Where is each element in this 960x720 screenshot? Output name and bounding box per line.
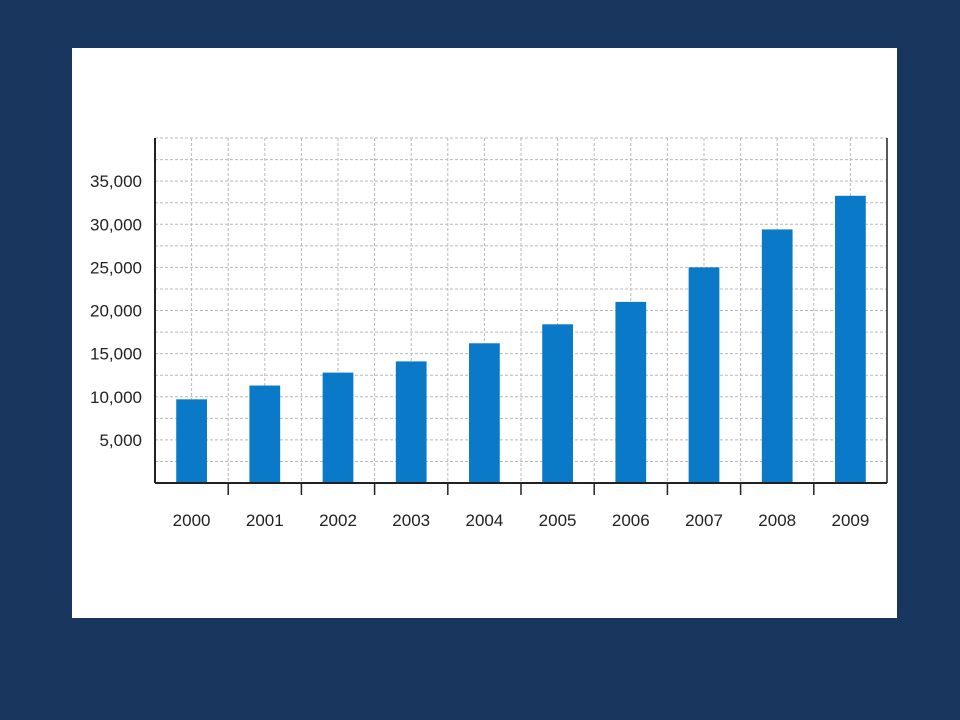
bar-2002 — [322, 372, 354, 483]
x-tick-label: 2009 — [831, 511, 869, 530]
bar-2004 — [469, 343, 500, 483]
bar-2000 — [176, 399, 207, 483]
x-tick-label: 2006 — [612, 511, 650, 530]
bar-chart: 5,000 10,000 15,000 20,000 25,000 30,000 35,00… — [90, 137, 888, 530]
x-tick-label: 2003 — [392, 511, 430, 530]
x-tick-label: 2002 — [319, 511, 357, 530]
x-axis-labels: 2000 2001 2002 2003 2004 2005 2006 2007 2008 2009 — [173, 511, 870, 530]
bar-2008 — [761, 229, 793, 483]
chart-bars — [176, 195, 866, 483]
x-tick-label: 2000 — [173, 511, 211, 530]
y-axis-labels: 5,000 10,000 15,000 20,000 25,000 30,000 35,00… — [90, 172, 142, 450]
x-tick-label: 2008 — [758, 511, 796, 530]
chart-axes — [154, 138, 888, 495]
y-tick-label: 30,000 — [90, 215, 142, 234]
bar-2009 — [835, 195, 866, 483]
x-tick-label: 2001 — [246, 511, 284, 530]
y-tick-label: 35,000 — [90, 172, 142, 191]
y-tick-label: 15,000 — [90, 345, 142, 364]
chart-card: 5,000 10,000 15,000 20,000 25,000 30,000 35,00… — [72, 48, 897, 618]
bar-2001 — [249, 385, 281, 483]
x-tick-label: 2005 — [539, 511, 577, 530]
bar-2003 — [395, 361, 427, 483]
y-tick-label: 20,000 — [90, 302, 142, 321]
bar-2007 — [688, 267, 720, 483]
y-tick-label: 10,000 — [90, 388, 142, 407]
y-tick-label: 25,000 — [90, 258, 142, 277]
bar-2005 — [542, 324, 573, 483]
x-tick-label: 2004 — [465, 511, 503, 530]
x-tick-label: 2007 — [685, 511, 723, 530]
bar-2006 — [615, 301, 647, 483]
y-tick-label: 5,000 — [99, 431, 142, 450]
